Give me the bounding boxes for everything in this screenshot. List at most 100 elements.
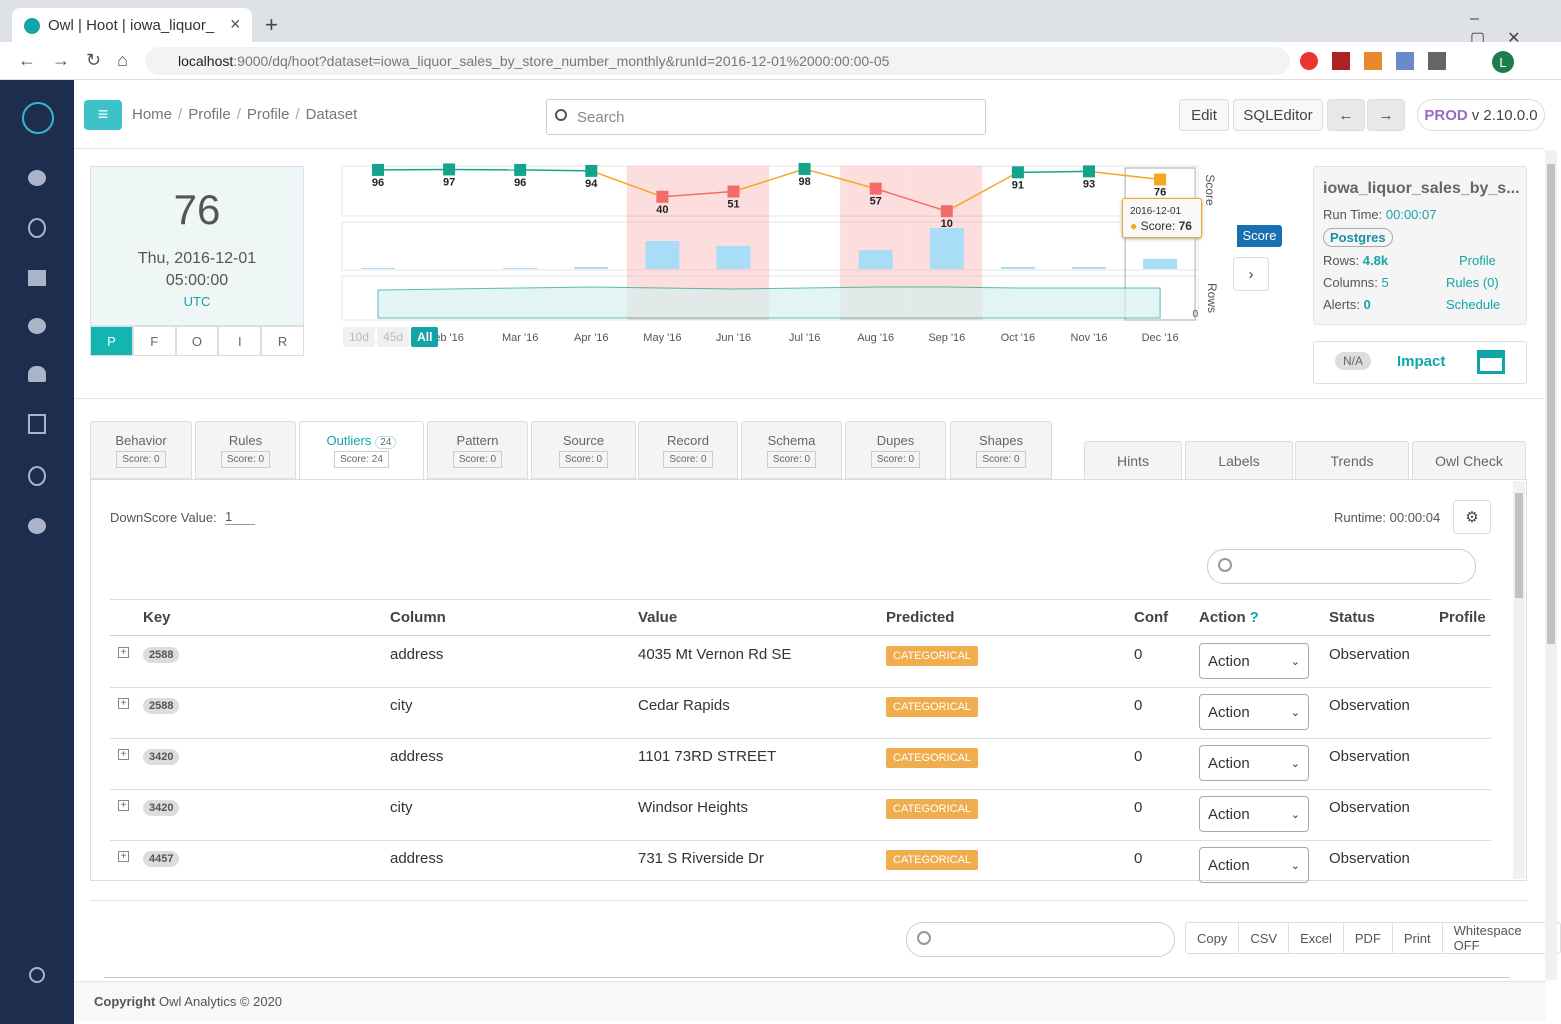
export-button[interactable]: Copy [1197, 930, 1228, 946]
table-line [110, 687, 1491, 688]
right-tab[interactable]: Trends [1295, 441, 1409, 480]
cell-conf: 0 [1134, 748, 1143, 765]
menu-button[interactable]: ≡ [84, 100, 122, 130]
bar [1000, 267, 1035, 269]
cell-status: Observation [1329, 646, 1410, 663]
omnibox[interactable] [145, 47, 1290, 75]
tab-score: Score: 0 [558, 451, 609, 468]
rules-link[interactable]: Rules (0) [1446, 275, 1499, 290]
score-line [804, 168, 876, 190]
range-button[interactable]: All [411, 327, 439, 347]
right-tab[interactable]: Labels [1185, 441, 1293, 480]
predicted-badge: CATEGORICAL [886, 748, 979, 768]
cell-conf: 0 [1134, 799, 1143, 816]
action-select[interactable]: Action ⌄ [1199, 745, 1309, 781]
tab-name: Dupes [876, 433, 915, 448]
breadcrumb[interactable]: Profile [188, 106, 231, 123]
page-scrollbar[interactable] [1545, 150, 1557, 980]
expand-icon[interactable]: + [118, 851, 129, 862]
tab-score: Score: 0 [766, 451, 817, 468]
x-tick-label: Dec '16 [1142, 332, 1179, 344]
sqleditor-button[interactable]: SQLEditor [1233, 99, 1323, 131]
filter-button[interactable]: R [261, 326, 304, 356]
chart-next[interactable]: › [1233, 257, 1269, 291]
bottom-search[interactable] [906, 922, 1175, 957]
schedule-link[interactable]: Schedule [1446, 297, 1501, 312]
export-button[interactable]: PDF [1342, 923, 1392, 953]
expand-icon[interactable]: + [118, 698, 129, 709]
filter-button[interactable]: P [90, 326, 133, 356]
action-select[interactable]: Action ⌄ [1199, 796, 1309, 832]
expand-icon[interactable]: + [118, 647, 129, 658]
filter-button[interactable]: O [175, 326, 219, 356]
tab[interactable]: Outliers 24 Score: 24 [299, 421, 424, 480]
action-select[interactable]: Action ⌄ [1199, 847, 1309, 883]
tab[interactable]: Rules Score: 0 [195, 421, 296, 479]
tab[interactable]: Pattern Score: 0 [427, 421, 528, 479]
impact-box[interactable] [1313, 341, 1527, 384]
nav-buttons[interactable]: ←→↻⌂ [18, 50, 144, 70]
export-button[interactable]: Excel [1288, 923, 1343, 953]
right-tab[interactable]: Owl Check [1412, 441, 1526, 480]
cell-column: city [390, 799, 413, 816]
legend-score[interactable]: Score [1233, 225, 1282, 247]
logo[interactable] [22, 102, 54, 134]
cell-column: address [390, 646, 444, 663]
breadcrumb[interactable]: Dataset [305, 106, 358, 123]
tab[interactable]: Record Score: 0 [638, 421, 738, 479]
tab[interactable]: Shapes Score: 0 [950, 421, 1052, 479]
filter-button[interactable]: I [218, 326, 262, 356]
export-button[interactable]: CSV [1238, 923, 1288, 953]
search-box[interactable] [546, 99, 986, 135]
tab[interactable]: Source Score: 0 [531, 421, 636, 479]
score-label: 51 [727, 199, 739, 211]
right-tab[interactable]: Hints [1084, 441, 1182, 480]
url: localhost:9000/dq/hoot?dataset=iowa_liqu… [178, 53, 889, 69]
action-select[interactable]: Action ⌄ [1199, 643, 1309, 679]
table-search[interactable] [1207, 549, 1476, 584]
range-button[interactable]: 10d [343, 327, 376, 347]
footer [74, 981, 1546, 1021]
close-tab[interactable]: × [230, 14, 241, 34]
browser-tab[interactable] [12, 8, 252, 42]
score-date: Thu, 2016-12-01 [137, 250, 257, 267]
avatar[interactable]: L [1492, 51, 1514, 73]
export-buttons: Copy CSV Excel PDF Print Whitespace OFF [1185, 922, 1561, 954]
columns: Columns: 5 [1323, 275, 1389, 290]
new-tab[interactable]: + [265, 12, 278, 37]
downscore-value[interactable]: 1 [225, 509, 255, 525]
alerts: Alerts: 0 [1323, 297, 1371, 312]
export-button[interactable]: Print [1391, 923, 1442, 953]
expand-icon[interactable]: + [118, 749, 129, 760]
cell-value: Cedar Rapids [638, 697, 730, 714]
user-icon[interactable] [29, 967, 45, 983]
profile-link[interactable]: Profile [1459, 253, 1496, 268]
prev-button[interactable]: ← [1327, 99, 1365, 131]
score-line [733, 168, 805, 193]
edit-button[interactable]: Edit [1179, 99, 1229, 131]
bar [858, 250, 893, 269]
tab[interactable]: Behavior Score: 0 [90, 421, 192, 479]
x-tick-label: May '16 [643, 332, 681, 344]
cell-column: address [390, 850, 444, 867]
score-line [946, 171, 1019, 212]
score-line [875, 187, 948, 212]
expand-icon[interactable]: + [118, 800, 129, 811]
predicted-badge: CATEGORICAL [886, 799, 979, 819]
tab[interactable]: Schema Score: 0 [741, 421, 842, 479]
tab-name-row: Source [532, 433, 635, 448]
settings-button[interactable]: ⚙ [1453, 500, 1491, 534]
divider [90, 900, 1527, 901]
breadcrumb[interactable]: Home [132, 106, 173, 123]
next-button[interactable]: → [1367, 99, 1405, 131]
tab[interactable]: Dupes Score: 0 [845, 421, 946, 479]
rows: Rows: 4.8k [1323, 253, 1388, 268]
scrollbar[interactable] [1513, 481, 1525, 879]
action-select[interactable]: Action ⌄ [1199, 694, 1309, 730]
breadcrumb[interactable]: Profile [246, 106, 290, 123]
export-button[interactable]: Whitespace OFF [1441, 923, 1560, 953]
filter-button[interactable]: F [132, 326, 176, 356]
tab-name: Record [667, 433, 709, 448]
range-button[interactable]: 45d [377, 327, 410, 347]
sidebar-icons[interactable] [28, 170, 46, 540]
